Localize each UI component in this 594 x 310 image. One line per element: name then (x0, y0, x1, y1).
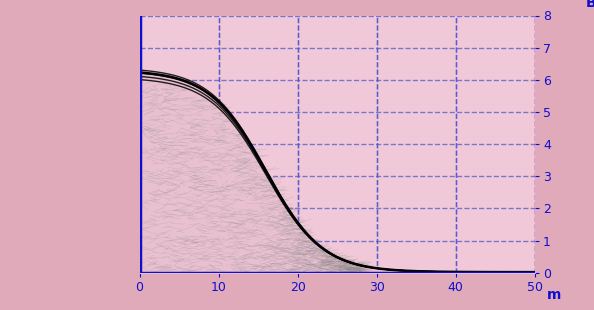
Text: B (uT): B (uT) (586, 0, 594, 10)
Text: m: m (546, 288, 561, 302)
